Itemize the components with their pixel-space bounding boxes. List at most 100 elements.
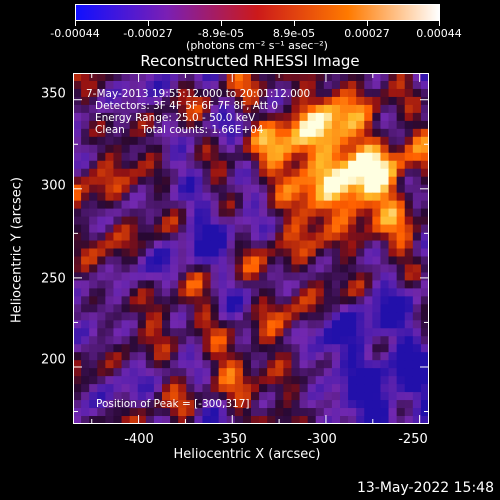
heatmap-cell	[121, 152, 131, 162]
heatmap-cell	[137, 320, 147, 329]
heatmap-cell	[226, 136, 236, 146]
heatmap-cell	[73, 168, 82, 178]
heatmap-cell	[137, 232, 147, 242]
heatmap-cell	[412, 200, 422, 210]
heatmap-cell	[307, 216, 317, 226]
heatmap-cell	[388, 96, 398, 106]
heatmap-cell	[299, 328, 309, 337]
heatmap-cell	[129, 112, 139, 122]
heatmap-cell	[356, 352, 365, 361]
heatmap-cell	[348, 152, 357, 162]
heatmap-cell	[129, 176, 139, 186]
heatmap-cell	[218, 256, 228, 266]
heatmap-cell	[412, 400, 422, 409]
heatmap-cell	[145, 416, 155, 424]
heatmap-cell	[226, 400, 236, 409]
heatmap-cell	[194, 248, 204, 258]
heatmap-cell	[267, 288, 276, 297]
heatmap-cell	[364, 272, 373, 282]
heatmap-cell	[340, 216, 349, 226]
heatmap-cell	[137, 368, 147, 377]
heatmap-cell	[97, 296, 106, 305]
heatmap-cell	[145, 344, 155, 353]
heatmap-cell	[242, 392, 252, 401]
heatmap-cell	[234, 336, 244, 345]
heatmap-cell	[299, 256, 309, 266]
heatmap-cell	[275, 88, 284, 98]
heatmap-cell	[412, 88, 422, 98]
heatmap-cell	[420, 120, 429, 130]
heatmap-cell	[89, 256, 98, 266]
heatmap-cell	[121, 192, 131, 202]
heatmap-cell	[121, 344, 131, 353]
heatmap-cell	[73, 80, 82, 90]
heatmap-cell	[226, 144, 236, 154]
heatmap-cell	[259, 312, 268, 321]
heatmap-cell	[129, 304, 139, 313]
heatmap-cell	[291, 144, 301, 154]
heatmap-cell	[81, 304, 90, 313]
heatmap-cell	[178, 88, 187, 98]
heatmap-cell	[283, 184, 293, 194]
heatmap-cell	[170, 176, 179, 186]
heatmap-cell	[137, 192, 147, 202]
heatmap-cell	[364, 152, 373, 162]
heatmap-cell	[105, 192, 115, 202]
heatmap-cell	[275, 240, 284, 250]
heatmap-cell	[380, 240, 390, 250]
heatmap-cell	[153, 208, 163, 218]
heatmap-cell	[291, 192, 301, 202]
heatmap-cell	[81, 320, 90, 329]
heatmap-cell	[242, 80, 252, 90]
heatmap-cell	[299, 360, 309, 369]
heatmap-cell	[73, 320, 82, 329]
heatmap-cell	[275, 160, 284, 170]
heatmap-cell	[348, 200, 357, 210]
heatmap-cell	[267, 384, 276, 393]
heatmap-cell	[315, 256, 325, 266]
heatmap-cell	[323, 296, 333, 305]
heatmap-cell	[89, 232, 98, 242]
heatmap-cell	[73, 144, 82, 154]
heatmap-cell	[129, 240, 139, 250]
heatmap-cell	[396, 88, 406, 98]
heatmap-cell	[242, 224, 252, 234]
heatmap-cell	[323, 176, 333, 186]
heatmap-cell	[242, 336, 252, 345]
heatmap-cell	[372, 232, 382, 242]
heatmap-cell	[364, 73, 373, 82]
heatmap-cell	[226, 192, 236, 202]
heatmap-cell	[267, 400, 276, 409]
heatmap-cell	[372, 392, 382, 401]
heatmap-cell	[129, 232, 139, 242]
heatmap-cell	[323, 80, 333, 90]
heatmap-cell	[388, 288, 398, 297]
heatmap-cell	[121, 96, 131, 106]
heatmap-cell	[186, 344, 195, 353]
heatmap-cell	[234, 176, 244, 186]
heatmap-cell	[178, 160, 187, 170]
heatmap-cell	[307, 264, 317, 274]
heatmap-cell	[81, 104, 90, 114]
heatmap-cell	[283, 304, 293, 313]
heatmap-cell	[218, 368, 228, 377]
heatmap-cell	[331, 88, 341, 98]
heatmap-cell	[105, 368, 115, 377]
heatmap-cell	[194, 120, 204, 130]
heatmap-cell	[420, 352, 429, 361]
heatmap-cell	[331, 152, 341, 162]
heatmap-cell	[73, 416, 82, 424]
heatmap-cell	[251, 232, 260, 242]
heatmap-cell	[202, 368, 212, 377]
heatmap-cell	[89, 184, 98, 194]
heatmap-cell	[202, 360, 212, 369]
heatmap-cell	[404, 192, 414, 202]
heatmap-cell	[105, 320, 115, 329]
heatmap-cell	[299, 80, 309, 90]
heatmap-cell	[234, 320, 244, 329]
heatmap-cell	[210, 160, 220, 170]
heatmap-cell	[105, 264, 115, 274]
heatmap-cell	[396, 296, 406, 305]
heatmap-cell	[97, 400, 106, 409]
heatmap-cell	[291, 288, 301, 297]
